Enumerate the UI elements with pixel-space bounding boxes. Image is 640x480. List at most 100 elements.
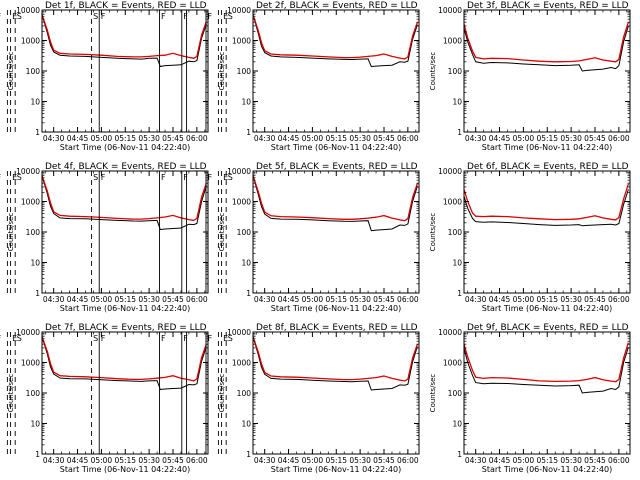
events-series-line bbox=[253, 336, 418, 391]
x-tick-label: 04:45 bbox=[67, 295, 89, 304]
x-tick-label: 05:30 bbox=[560, 456, 582, 465]
x-tick-label: 04:30 bbox=[465, 456, 487, 465]
x-tick-label: 05:00 bbox=[513, 134, 535, 143]
chart-title: Det 2f, BLACK = Events, RED = LLD bbox=[256, 1, 418, 11]
events-series-line bbox=[464, 189, 629, 227]
y-axis-label: Counts/sec bbox=[429, 374, 437, 413]
x-tick-label: 04:30 bbox=[254, 295, 276, 304]
events-series-line bbox=[42, 14, 207, 68]
x-tick-label: 05:45 bbox=[584, 134, 606, 143]
x-tick-label: 04:30 bbox=[465, 295, 487, 304]
y-axis-label: Counts/sec bbox=[7, 52, 15, 91]
y-tick-label: 10 bbox=[241, 259, 251, 268]
x-tick-label: 06:00 bbox=[608, 295, 630, 304]
event-marker-label: S bbox=[17, 173, 22, 182]
plot-frame bbox=[41, 331, 209, 455]
y-tick-label: 10000 bbox=[438, 6, 462, 15]
y-tick-label: 10 bbox=[241, 420, 251, 429]
x-tick-label: 05:45 bbox=[584, 295, 606, 304]
events-series-line bbox=[42, 336, 207, 391]
lld-series-line bbox=[253, 175, 419, 222]
x-tick-label: 04:30 bbox=[254, 134, 276, 143]
x-axis-label: Start Time (06-Nov-11 04:22:40) bbox=[60, 304, 190, 313]
x-tick-label: 04:30 bbox=[43, 295, 65, 304]
x-tick-label: 06:00 bbox=[397, 456, 419, 465]
x-axis-label: Start Time (06-Nov-11 04:22:40) bbox=[482, 465, 612, 474]
event-marker-label: F bbox=[207, 12, 212, 21]
y-tick-label: 100 bbox=[237, 389, 252, 398]
y-tick-label: 1000 bbox=[443, 198, 462, 207]
y-tick-label: 10 bbox=[30, 420, 40, 429]
event-marker-label: E bbox=[12, 334, 17, 343]
x-axis-label: Start Time (06-Nov-11 04:22:40) bbox=[271, 143, 401, 152]
plot-frame bbox=[463, 170, 631, 294]
x-tick-label: 04:30 bbox=[254, 456, 276, 465]
y-tick-label: 1000 bbox=[21, 37, 40, 46]
event-marker-label: F bbox=[101, 334, 106, 343]
chart-panel-5: Det 5f, BLACK = Events, RED = LLDSFFFFES… bbox=[0, 162, 420, 313]
x-tick-label: 05:45 bbox=[162, 134, 184, 143]
y-tick-label: 1 bbox=[246, 289, 251, 298]
chart-panel-1: Det 1f, BLACK = Events, RED = LLDSFFFFES… bbox=[7, 1, 209, 152]
x-tick-label: 04:30 bbox=[43, 456, 65, 465]
events-series-line bbox=[464, 25, 629, 72]
plot-frame bbox=[252, 331, 420, 455]
y-tick-label: 100 bbox=[448, 389, 463, 398]
chart-title: Det 9f, BLACK = Events, RED = LLD bbox=[467, 323, 629, 333]
x-tick-label: 05:15 bbox=[536, 456, 558, 465]
lld-series-line bbox=[42, 175, 208, 222]
y-tick-label: 100 bbox=[448, 228, 463, 237]
x-tick-label: 06:00 bbox=[186, 295, 208, 304]
y-tick-label: 1000 bbox=[443, 359, 462, 368]
x-tick-label: 06:00 bbox=[608, 134, 630, 143]
event-marker-label: F bbox=[183, 173, 188, 182]
y-tick-label: 10000 bbox=[227, 6, 251, 15]
lld-series-line bbox=[253, 336, 419, 382]
plot-frame bbox=[41, 9, 209, 133]
y-tick-label: 10000 bbox=[227, 328, 251, 337]
event-marker-label: E bbox=[223, 173, 228, 182]
lld-series-line bbox=[464, 21, 630, 63]
x-tick-label: 04:45 bbox=[278, 134, 300, 143]
y-tick-label: 10000 bbox=[438, 167, 462, 176]
event-marker-label: S bbox=[17, 12, 22, 21]
chart-panel-4: Det 4f, BLACK = Events, RED = LLDSFFFFES… bbox=[7, 162, 209, 313]
x-tick-label: 05:00 bbox=[302, 134, 324, 143]
x-tick-label: 05:45 bbox=[373, 134, 395, 143]
plot-frame bbox=[463, 331, 631, 455]
y-axis-label: Counts/sec bbox=[218, 213, 226, 252]
x-tick-label: 06:00 bbox=[186, 456, 208, 465]
y-tick-label: 1 bbox=[35, 128, 40, 137]
y-tick-label: 1000 bbox=[232, 359, 251, 368]
events-series-line bbox=[253, 175, 418, 232]
y-tick-label: 10 bbox=[452, 98, 462, 107]
event-marker-label: S bbox=[93, 12, 98, 21]
x-tick-label: 05:30 bbox=[138, 295, 160, 304]
x-tick-label: 04:45 bbox=[489, 295, 511, 304]
lld-series-line bbox=[42, 14, 208, 59]
x-tick-label: 06:00 bbox=[397, 134, 419, 143]
y-tick-label: 10 bbox=[30, 98, 40, 107]
chart-panel-7: Det 7f, BLACK = Events, RED = LLDSFFFFES… bbox=[7, 323, 209, 474]
y-axis-label: Counts/sec bbox=[218, 52, 226, 91]
x-tick-label: 04:30 bbox=[465, 134, 487, 143]
event-marker-label: F bbox=[161, 12, 166, 21]
x-tick-label: 05:30 bbox=[138, 134, 160, 143]
x-axis-label: Start Time (06-Nov-11 04:22:40) bbox=[60, 143, 190, 152]
y-tick-label: 10 bbox=[452, 259, 462, 268]
y-axis-label: Counts/sec bbox=[429, 52, 437, 91]
event-marker-label: F bbox=[183, 12, 188, 21]
chart-title: Det 6f, BLACK = Events, RED = LLD bbox=[467, 162, 629, 172]
y-tick-label: 1 bbox=[246, 128, 251, 137]
x-tick-label: 05:15 bbox=[325, 134, 347, 143]
y-tick-label: 10000 bbox=[16, 6, 40, 15]
x-axis-label: Start Time (06-Nov-11 04:22:40) bbox=[482, 304, 612, 313]
y-tick-label: 1000 bbox=[232, 198, 251, 207]
y-tick-label: 1 bbox=[35, 450, 40, 459]
lld-series-line bbox=[464, 183, 630, 221]
y-axis-label: Counts/sec bbox=[429, 213, 437, 252]
event-marker-label: E bbox=[12, 12, 17, 21]
y-tick-label: 10000 bbox=[227, 167, 251, 176]
y-tick-label: 10 bbox=[30, 259, 40, 268]
